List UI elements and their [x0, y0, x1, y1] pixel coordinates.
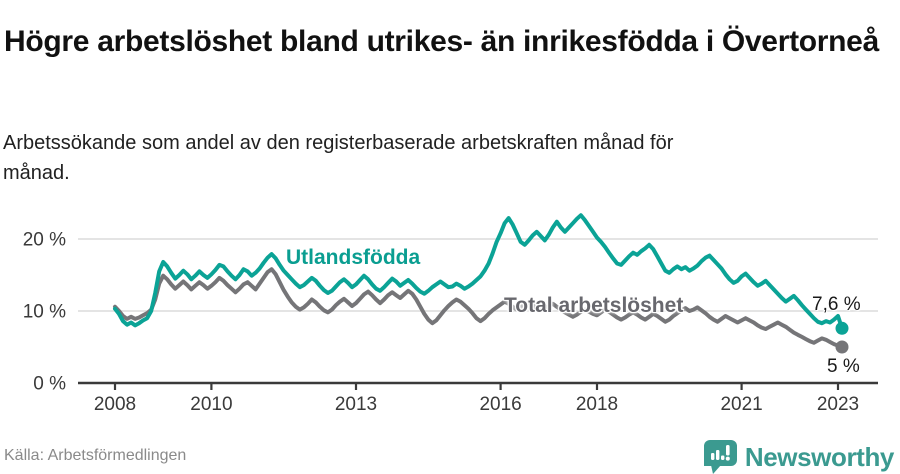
y-tick-label-0: 0 % — [33, 374, 66, 395]
y-tick-label-10: 10 % — [23, 302, 66, 323]
chart-subtitle: Arbetssökande som andel av den registerb… — [3, 132, 674, 184]
series-label-total-arbetsloshet: Total arbetslöshet — [504, 294, 684, 317]
series-line-1 — [113, 267, 844, 349]
x-tick-label-2008: 2008 — [94, 394, 136, 415]
series-label-utlandsfodda: Utlandsfödda — [286, 246, 421, 269]
x-tick-label-2013: 2013 — [335, 394, 377, 415]
brand-footer: Newsworthy — [703, 440, 895, 474]
end-value-label-total: 5 % — [827, 356, 860, 377]
x-tick-label-2010: 2010 — [190, 394, 232, 415]
newsworthy-logo-icon — [703, 440, 737, 474]
end-value-label-utlandsfodda: 7,6 % — [812, 294, 861, 315]
page-title: Högre arbetslöshet bland utrikes- än inr… — [4, 25, 879, 59]
end-dot-1 — [835, 340, 849, 354]
source-note: Källa: Arbetsförmedlingen — [4, 447, 187, 464]
end-dot-0 — [835, 321, 849, 335]
y-tick-label-20: 20 % — [23, 230, 66, 251]
x-tick-label-2018: 2018 — [576, 394, 618, 415]
brand-name: Newsworthy — [744, 442, 895, 472]
exclamation-icon — [725, 445, 730, 456]
x-tick-label-2021: 2021 — [720, 394, 762, 415]
x-tick-label-2023: 2023 — [817, 394, 859, 415]
series-line-0 — [113, 213, 844, 331]
x-tick-label-2016: 2016 — [479, 394, 521, 415]
